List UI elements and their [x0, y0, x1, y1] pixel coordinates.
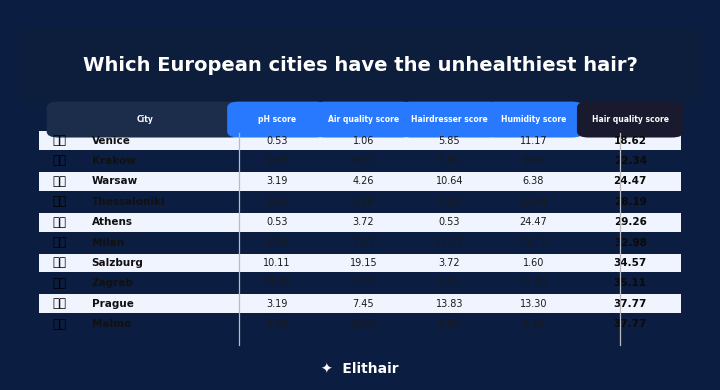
Text: 3.72: 3.72	[438, 258, 460, 268]
Text: 29.26: 29.26	[614, 217, 647, 227]
Text: 3.72: 3.72	[353, 217, 374, 227]
Text: Which European cities have the unhealthiest hair?: Which European cities have the unhealthi…	[83, 56, 637, 74]
Text: 🇨🇿: 🇨🇿	[52, 297, 66, 310]
Text: 0.53: 0.53	[353, 156, 374, 166]
Text: 3.19: 3.19	[353, 197, 374, 207]
Text: Air quality score: Air quality score	[328, 115, 399, 124]
Text: Milan: Milan	[91, 238, 124, 248]
Text: 28.19: 28.19	[614, 197, 647, 207]
FancyBboxPatch shape	[400, 101, 500, 138]
Text: 🇵🇱: 🇵🇱	[52, 154, 66, 167]
Text: Salzburg: Salzburg	[91, 258, 143, 268]
Text: Thessaloniki: Thessaloniki	[91, 197, 166, 207]
FancyBboxPatch shape	[484, 101, 584, 138]
Text: 37.77: 37.77	[613, 299, 647, 309]
Text: 🇸🇪: 🇸🇪	[52, 317, 66, 331]
FancyBboxPatch shape	[47, 101, 243, 138]
Text: 13.83: 13.83	[436, 299, 463, 309]
Text: 5.85: 5.85	[438, 156, 460, 166]
Text: 0.53: 0.53	[266, 217, 288, 227]
Text: Athens: Athens	[91, 217, 132, 227]
Text: Hairdresser score: Hairdresser score	[411, 115, 487, 124]
Text: Venice: Venice	[91, 136, 130, 145]
Text: 🇬🇷: 🇬🇷	[52, 216, 66, 229]
Text: 🇮🇹: 🇮🇹	[52, 134, 66, 147]
Text: 32.98: 32.98	[614, 238, 647, 248]
Text: Krakow: Krakow	[91, 156, 135, 166]
FancyBboxPatch shape	[39, 131, 681, 150]
Text: 14.36: 14.36	[264, 278, 291, 288]
Text: 0.53: 0.53	[438, 217, 460, 227]
Text: 13.30: 13.30	[520, 299, 547, 309]
Text: 0.53: 0.53	[266, 136, 288, 145]
Text: 🇦🇹: 🇦🇹	[52, 257, 66, 269]
Text: 18.62: 18.62	[349, 319, 377, 329]
Text: 22.34: 22.34	[613, 156, 647, 166]
Text: 🇬🇷: 🇬🇷	[52, 195, 66, 208]
Text: 18.62: 18.62	[613, 136, 647, 145]
Text: City: City	[136, 115, 153, 124]
Text: 🇵🇱: 🇵🇱	[52, 175, 66, 188]
Text: 6.38: 6.38	[523, 319, 544, 329]
Text: Humidity score: Humidity score	[501, 115, 566, 124]
FancyBboxPatch shape	[228, 101, 327, 138]
FancyBboxPatch shape	[39, 172, 681, 191]
FancyBboxPatch shape	[39, 213, 681, 232]
Text: pH score: pH score	[258, 115, 296, 124]
Text: 24.47: 24.47	[520, 217, 547, 227]
Text: 5.32: 5.32	[353, 278, 374, 288]
FancyBboxPatch shape	[39, 254, 681, 272]
Text: 12.77: 12.77	[436, 238, 464, 248]
Text: 10.64: 10.64	[436, 176, 463, 186]
Text: 34.57: 34.57	[613, 258, 647, 268]
Text: 6.38: 6.38	[523, 176, 544, 186]
Text: 19.15: 19.15	[349, 258, 377, 268]
Text: 4.26: 4.26	[353, 176, 374, 186]
FancyBboxPatch shape	[577, 101, 683, 138]
Text: 5.85: 5.85	[438, 136, 460, 145]
Text: 7.45: 7.45	[353, 299, 374, 309]
Text: 0.53: 0.53	[438, 278, 460, 288]
Text: Zagreb: Zagreb	[91, 278, 134, 288]
Text: 0.53: 0.53	[438, 197, 460, 207]
Text: 11.17: 11.17	[520, 136, 547, 145]
Text: 6.91: 6.91	[266, 156, 288, 166]
FancyBboxPatch shape	[313, 101, 413, 138]
Text: Hair quality score: Hair quality score	[592, 115, 669, 124]
Text: 6.91: 6.91	[266, 319, 288, 329]
Text: 3.19: 3.19	[266, 176, 288, 186]
Text: 3.19: 3.19	[266, 299, 288, 309]
Text: 1.06: 1.06	[353, 136, 374, 145]
FancyBboxPatch shape	[19, 27, 701, 103]
Text: 5.85: 5.85	[438, 319, 460, 329]
Text: 37.77: 37.77	[613, 319, 647, 329]
Text: 23.94: 23.94	[520, 197, 547, 207]
Text: Prague: Prague	[91, 299, 134, 309]
Text: 🇭🇷: 🇭🇷	[52, 277, 66, 290]
Text: Malmo: Malmo	[91, 319, 131, 329]
Text: 14.89: 14.89	[520, 278, 547, 288]
Text: 2.13: 2.13	[353, 238, 374, 248]
FancyBboxPatch shape	[39, 294, 681, 313]
Text: 🇮🇹: 🇮🇹	[52, 236, 66, 249]
Text: ✦  Elithair: ✦ Elithair	[321, 362, 399, 376]
Text: 1.60: 1.60	[523, 258, 544, 268]
Text: 6.91: 6.91	[266, 238, 288, 248]
Text: Warsaw: Warsaw	[91, 176, 138, 186]
Text: 24.47: 24.47	[613, 176, 647, 186]
Text: 10.11: 10.11	[264, 258, 291, 268]
Text: 11.17: 11.17	[520, 238, 547, 248]
Text: 0.53: 0.53	[266, 197, 288, 207]
Text: 9.04: 9.04	[523, 156, 544, 166]
Text: 35.11: 35.11	[613, 278, 647, 288]
